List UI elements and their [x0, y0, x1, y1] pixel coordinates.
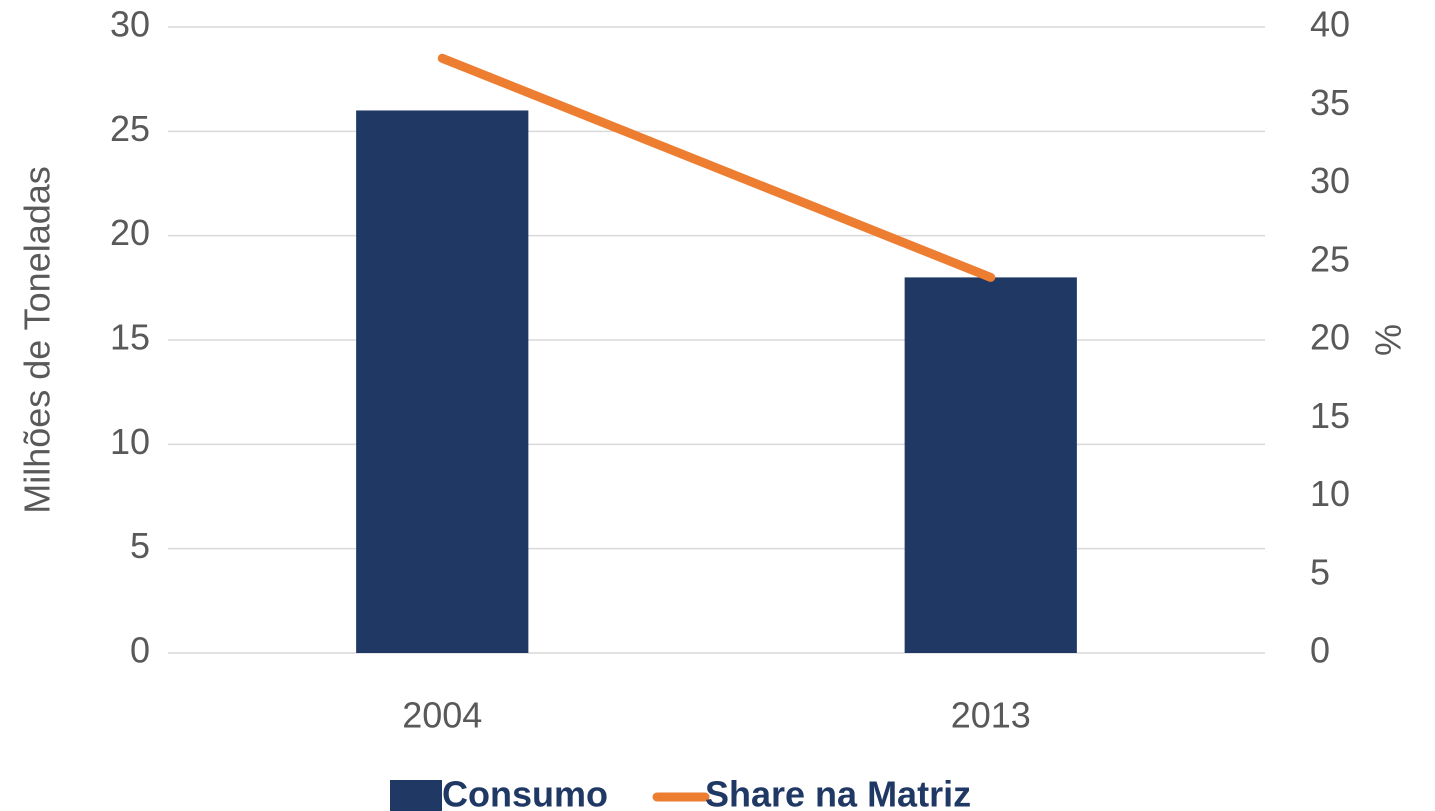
legend-label: Share na Matriz [705, 774, 971, 811]
y-tick-label: 15 [110, 317, 150, 358]
y-tick-label: 25 [110, 108, 150, 149]
y2-tick-label: 20 [1310, 317, 1350, 358]
y2-tick-label: 10 [1310, 473, 1350, 514]
y-tick-label: 30 [110, 4, 150, 45]
y2-axis-title: % [1367, 324, 1408, 356]
y2-tick-label: 0 [1310, 630, 1330, 671]
y-tick-label: 20 [110, 212, 150, 253]
y-tick-label: 0 [130, 630, 150, 671]
line [437, 53, 996, 282]
y2-tick-label: 5 [1310, 551, 1330, 592]
bar [904, 277, 1077, 653]
bar [356, 110, 529, 653]
legend-swatch [390, 780, 442, 811]
y2-tick-label: 15 [1310, 395, 1350, 436]
x-tick-label: 2013 [951, 695, 1031, 736]
y2-tick-label: 35 [1310, 82, 1350, 123]
legend-label: Consumo [442, 774, 608, 811]
y-axis-title: Milhões de Toneladas [17, 166, 58, 514]
y-tick-label: 5 [130, 525, 150, 566]
y2-tick-label: 40 [1310, 4, 1350, 45]
y-tick-label: 10 [110, 421, 150, 462]
y2-tick-label: 25 [1310, 238, 1350, 279]
x-tick-label: 2004 [402, 695, 482, 736]
y2-tick-label: 30 [1310, 160, 1350, 201]
